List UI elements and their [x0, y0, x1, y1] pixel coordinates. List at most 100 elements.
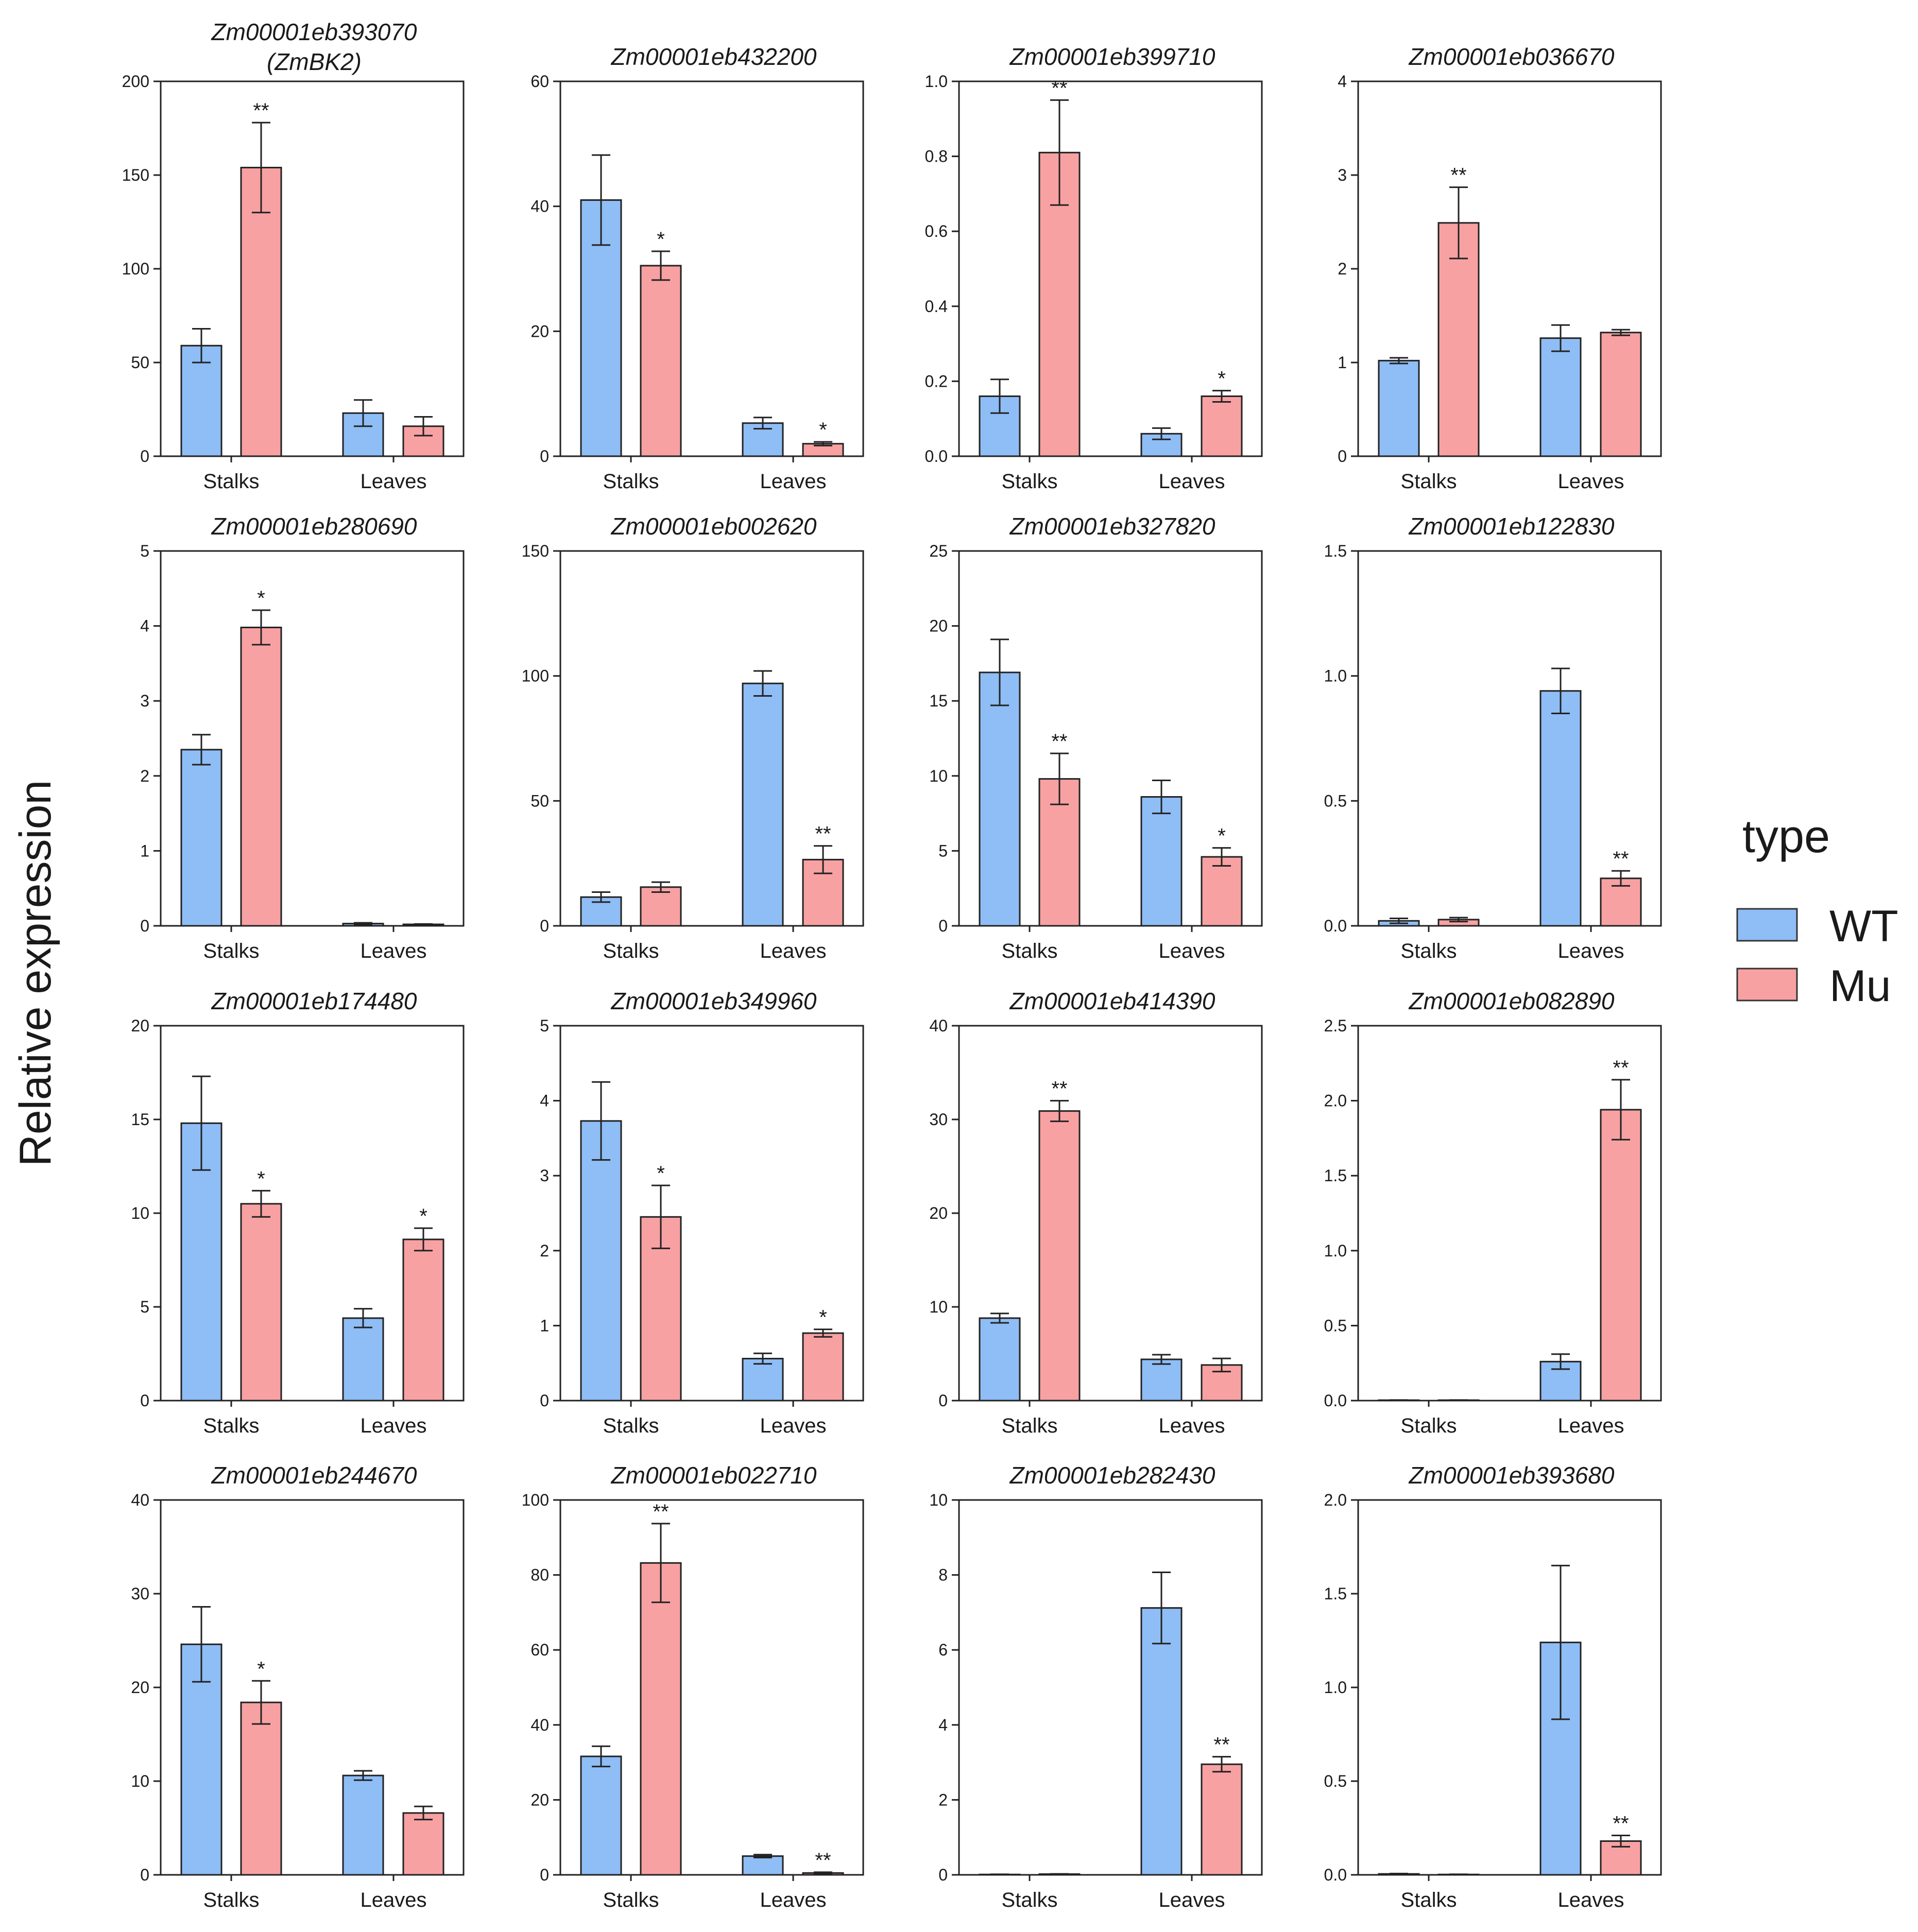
significance-marker: * [257, 1658, 265, 1680]
wt-bar-leaves [742, 1357, 784, 1402]
mu-bar-leaves [402, 1812, 444, 1876]
y-tick-label: 15 [929, 692, 948, 710]
y-tick-label: 0 [1338, 447, 1347, 465]
y-tick-label: 100 [522, 667, 549, 685]
significance-marker: * [257, 1167, 265, 1190]
chart-panel-7: Zm00001eb327820 0 5 10 15 20 25 Stalks ** Leaves * [929, 513, 1263, 962]
wt-bar-stalks [979, 1317, 1021, 1402]
y-tick-label: 2 [540, 1241, 549, 1260]
y-tick-label: 0 [140, 1866, 149, 1884]
y-tick-label: 0.0 [1324, 1866, 1347, 1884]
significance-marker: ** [253, 99, 269, 122]
wt-bar-leaves [342, 1317, 384, 1402]
chart-title: Zm00001eb327820 [1009, 513, 1215, 540]
chart-panel-14: Zm00001eb022710 0 20 40 60 80 100 Stalks ** Leave… [522, 1462, 864, 1911]
legend-title: type [1742, 811, 1830, 863]
mu-bar-stalks [240, 1701, 282, 1876]
y-tick-label: 6 [938, 1641, 948, 1659]
significance-marker: ** [1051, 77, 1067, 99]
y-tick-label: 0.5 [1324, 791, 1347, 810]
x-tick-label: Leaves [760, 470, 827, 493]
chart-panel-16: Zm00001eb393680 0.0 0.5 1.0 1.5 2.0 Stalks Leav… [1324, 1462, 1662, 1911]
y-tick-label: 3 [140, 692, 149, 710]
plot-frame [958, 550, 1263, 927]
wt-bar-stalks [180, 749, 222, 927]
x-tick-label: Stalks [1401, 1889, 1457, 1911]
x-tick-label: Leaves [760, 1415, 827, 1437]
x-tick-label: Leaves [1558, 1889, 1624, 1911]
y-tick-label: 2 [938, 1790, 948, 1809]
chart-panel-3: Zm00001eb399710 0.0 0.2 0.4 0.6 0.8 1.0 Stalks *… [925, 43, 1263, 493]
y-tick-label: 20 [530, 322, 549, 340]
wt-bar-leaves [342, 1774, 384, 1876]
chart-panel-8: Zm00001eb122830 0.0 0.5 1.0 1.5 Stalks Leaves *… [1324, 513, 1662, 962]
y-tick-label: 1 [140, 841, 149, 860]
y-tick-label: 40 [530, 197, 549, 216]
y-tick-label: 0.0 [1324, 1391, 1347, 1410]
y-tick-label: 0.5 [1324, 1772, 1347, 1790]
y-tick-label: 8 [938, 1566, 948, 1584]
x-tick-label: Stalks [1002, 1415, 1058, 1437]
wt-bar-leaves [742, 1855, 784, 1876]
y-tick-label: 0.4 [925, 297, 948, 316]
chart-title: Zm00001eb174480 [211, 988, 417, 1014]
y-tick-label: 25 [929, 542, 948, 560]
y-tick-label: 20 [131, 1678, 149, 1697]
wt-bar-stalks [1378, 359, 1420, 457]
y-tick-label: 20 [530, 1790, 549, 1809]
y-tick-label: 50 [530, 791, 549, 810]
wt-bar-stalks [180, 1643, 222, 1876]
y-tick-label: 0.0 [925, 447, 948, 465]
chart-title: Zm00001eb280690 [211, 513, 417, 540]
mu-bar-leaves [1600, 1109, 1642, 1402]
y-tick-label: 0.8 [925, 147, 948, 166]
chart-title: Zm00001eb399710 [1009, 43, 1215, 70]
significance-marker: ** [653, 1500, 669, 1523]
y-tick-label: 10 [929, 1491, 948, 1509]
mu-bar-leaves [1600, 332, 1642, 457]
y-tick-label: 15 [131, 1110, 149, 1129]
significance-marker: ** [1613, 848, 1629, 870]
x-tick-label: Stalks [203, 1889, 260, 1911]
x-tick-label: Stalks [603, 1889, 659, 1911]
significance-marker: * [1218, 368, 1226, 390]
plot-frame [160, 550, 465, 927]
wt-bar-stalks [580, 1120, 622, 1402]
y-tick-label: 0.0 [1324, 917, 1347, 935]
y-tick-label: 3 [540, 1166, 549, 1185]
significance-marker: ** [1051, 1078, 1067, 1100]
y-tick-label: 40 [929, 1016, 948, 1035]
y-tick-label: 2 [1338, 260, 1347, 278]
mu-bar-stalks [240, 166, 282, 457]
x-tick-label: Leaves [361, 470, 427, 493]
y-tick-label: 150 [522, 542, 549, 560]
y-tick-label: 100 [522, 1491, 549, 1509]
plot-frame [559, 1499, 864, 1876]
chart-panel-5: Zm00001eb280690 0 1 2 3 4 5 Stalks * Leaves [140, 513, 465, 962]
plot-frame [1357, 550, 1662, 927]
chart-subtitle: (ZmBK2) [267, 48, 362, 75]
y-tick-label: 10 [929, 767, 948, 785]
wt-bar-leaves [1140, 1358, 1183, 1402]
x-tick-label: Stalks [603, 940, 659, 962]
y-tick-label: 2.0 [1324, 1491, 1347, 1509]
significance-marker: * [657, 1162, 665, 1185]
significance-marker: ** [1613, 1813, 1629, 1835]
y-tick-label: 0 [140, 917, 149, 935]
y-tick-label: 10 [929, 1298, 948, 1316]
chart-title: Zm00001eb036670 [1409, 43, 1615, 70]
chart-panel-13: Zm00001eb244670 0 10 20 30 40 Stalks * Leaves [131, 1462, 465, 1911]
y-tick-label: 200 [122, 72, 149, 91]
x-tick-label: Stalks [603, 1415, 659, 1437]
y-tick-label: 1.5 [1324, 542, 1347, 560]
x-tick-label: Leaves [1159, 1889, 1225, 1911]
x-tick-label: Stalks [203, 1415, 260, 1437]
y-tick-label: 20 [929, 1204, 948, 1222]
x-tick-label: Stalks [1002, 940, 1058, 962]
plot-frame [559, 550, 864, 927]
y-tick-label: 0.6 [925, 222, 948, 240]
legend: type WT Mu [1736, 811, 1898, 1011]
legend-label-wt: WT [1829, 902, 1898, 951]
x-tick-label: Stalks [203, 940, 260, 962]
